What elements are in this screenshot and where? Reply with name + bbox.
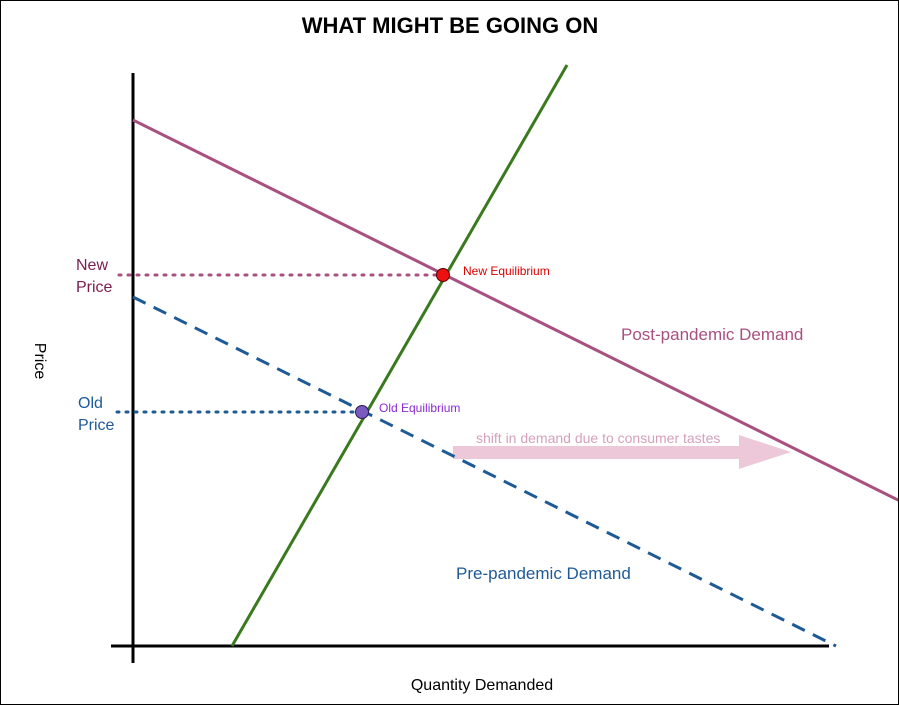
- diagram-title: WHAT MIGHT BE GOING ON: [302, 13, 599, 38]
- new-equilibrium-point: [436, 268, 450, 282]
- y-axis-label: Price: [31, 343, 48, 380]
- pre-pandemic-demand-label: Pre-pandemic Demand: [456, 564, 631, 583]
- shift-arrow: [453, 435, 791, 469]
- shift-label: shift in demand due to consumer tastes: [476, 430, 720, 446]
- post-pandemic-demand-label: Post-pandemic Demand: [621, 325, 803, 344]
- post-pandemic-demand-curve: [132, 118, 898, 502]
- old-price-label: Old: [78, 395, 103, 412]
- new-equilibrium-label: New Equilibrium: [463, 264, 550, 278]
- pre-pandemic-demand-curve: [132, 295, 837, 648]
- old-equilibrium-label: Old Equilibrium: [379, 401, 460, 415]
- new-price-label: New: [76, 257, 108, 274]
- old-price-label: Price: [78, 417, 115, 434]
- x-axis-label: Quantity Demanded: [411, 677, 553, 694]
- old-equilibrium-point: [355, 405, 369, 419]
- supply-curve: [230, 64, 569, 647]
- new-price-label: Price: [76, 279, 113, 296]
